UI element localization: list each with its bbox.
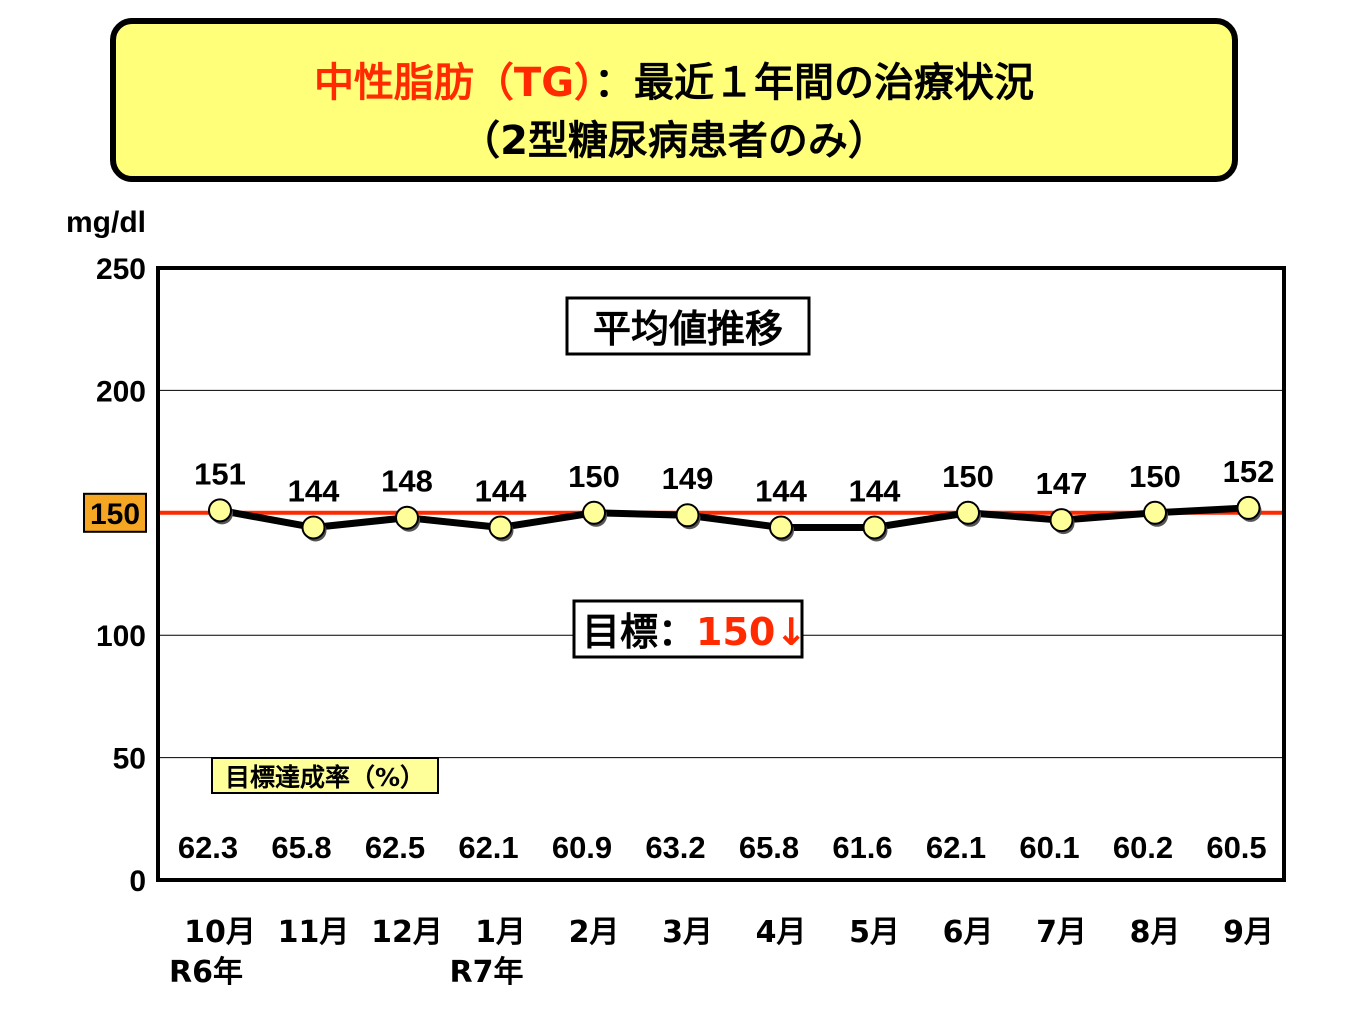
data-label: 151 bbox=[194, 456, 246, 491]
target-badge-label: 150 bbox=[90, 498, 140, 531]
y-tick-label: 100 bbox=[96, 620, 146, 653]
x-tick-label: 8月 bbox=[1130, 915, 1181, 950]
data-point bbox=[488, 515, 513, 540]
data-point bbox=[769, 515, 793, 540]
y-tick-label: 200 bbox=[96, 375, 146, 408]
x-year-label: R6年 bbox=[169, 955, 243, 990]
rate-value: 62.1 bbox=[458, 830, 518, 865]
rate-value: 65.8 bbox=[271, 830, 331, 865]
rate-value: 60.2 bbox=[1113, 830, 1173, 865]
target-badge bbox=[83, 492, 147, 533]
data-label: 150 bbox=[568, 459, 620, 494]
series-line bbox=[219, 504, 1249, 531]
rate-value: 62.1 bbox=[926, 830, 986, 865]
x-tick-label: 5月 bbox=[849, 915, 900, 950]
data-label: 150 bbox=[1129, 459, 1181, 494]
data-point bbox=[675, 503, 700, 528]
target-label: 目標：150↓ bbox=[582, 610, 807, 654]
x-tick-label: 3月 bbox=[662, 915, 713, 950]
rate-value: 61.6 bbox=[832, 830, 892, 865]
data-point bbox=[208, 498, 232, 523]
plot-frame bbox=[156, 266, 1286, 882]
data-point bbox=[301, 515, 326, 540]
rate-value: 62.5 bbox=[365, 830, 425, 865]
x-tick-label: 1月 bbox=[475, 915, 526, 950]
rate-label-box bbox=[211, 757, 439, 794]
target-label-prefix: 目標： bbox=[582, 610, 696, 654]
x-year-label: R7年 bbox=[450, 955, 524, 990]
data-label: 144 bbox=[475, 473, 527, 508]
title-box: 中性脂肪（TG）：最近１年間の治療状況 （2型糖尿病患者のみ） bbox=[110, 18, 1238, 182]
rate-value: 65.8 bbox=[739, 830, 799, 865]
data-label: 152 bbox=[1223, 454, 1275, 489]
chart-title: 中性脂肪（TG）：最近１年間の治療状況 bbox=[116, 58, 1232, 108]
data-label: 148 bbox=[381, 464, 433, 499]
rate-value: 60.1 bbox=[1019, 830, 1079, 865]
y-axis-unit: mg/dl bbox=[66, 206, 146, 239]
rate-value: 62.3 bbox=[178, 830, 238, 865]
inner-title-box bbox=[565, 296, 811, 356]
data-label: 144 bbox=[849, 473, 901, 508]
title-rest: ：最近１年間の治療状況 bbox=[594, 60, 1035, 106]
data-label: 150 bbox=[942, 459, 994, 494]
rate-value: 60.5 bbox=[1206, 830, 1266, 865]
data-point bbox=[1143, 500, 1167, 525]
rate-value: 60.9 bbox=[552, 830, 612, 865]
data-label: 144 bbox=[755, 473, 807, 508]
data-point bbox=[862, 515, 887, 540]
x-tick-label: 11月 bbox=[278, 915, 350, 950]
x-tick-label: 6月 bbox=[943, 915, 994, 950]
x-tick-label: 4月 bbox=[756, 915, 807, 950]
x-tick-label: 10月 bbox=[184, 915, 256, 950]
rate-label: 目標達成率（%） bbox=[225, 763, 425, 792]
rate-value: 63.2 bbox=[645, 830, 705, 865]
y-tick-label: 0 bbox=[129, 865, 146, 898]
inner-title: 平均値推移 bbox=[593, 307, 783, 351]
y-tick-label: 250 bbox=[96, 253, 146, 286]
x-tick-label: 7月 bbox=[1036, 915, 1087, 950]
x-tick-label: 12月 bbox=[371, 915, 443, 950]
data-point bbox=[582, 500, 606, 525]
target-label-box bbox=[572, 599, 804, 659]
y-tick-label: 50 bbox=[113, 743, 146, 776]
data-label: 147 bbox=[1036, 466, 1088, 501]
data-point bbox=[395, 505, 419, 530]
x-tick-label: 9月 bbox=[1223, 915, 1274, 950]
title-highlight: 中性脂肪（TG） bbox=[313, 60, 595, 106]
target-label-value: 150↓ bbox=[696, 610, 807, 654]
data-point bbox=[1049, 508, 1074, 533]
chart-subtitle: （2型糖尿病患者のみ） bbox=[460, 118, 888, 164]
data-point bbox=[956, 500, 980, 525]
x-tick-label: 2月 bbox=[569, 915, 620, 950]
data-label: 144 bbox=[288, 473, 340, 508]
data-point bbox=[1236, 495, 1261, 520]
data-label: 149 bbox=[662, 461, 714, 496]
